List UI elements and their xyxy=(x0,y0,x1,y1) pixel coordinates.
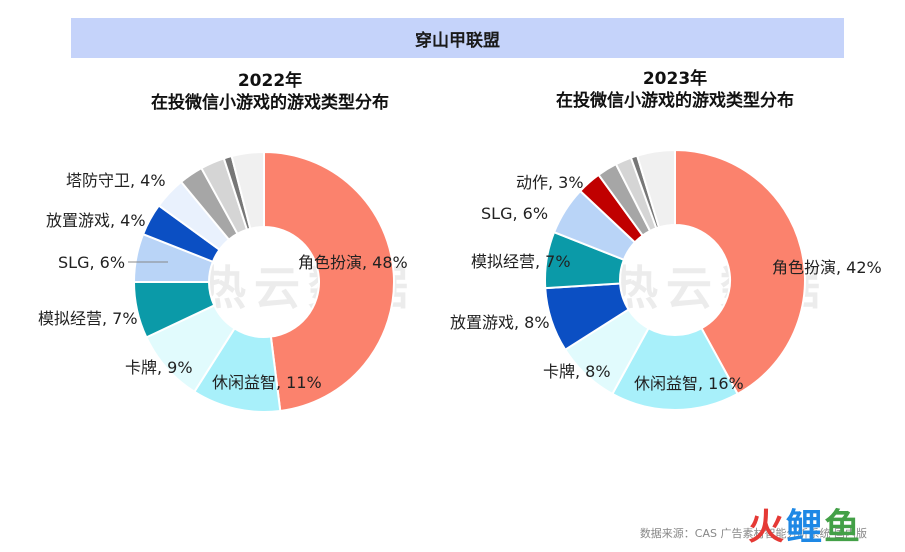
slice-1-0 xyxy=(674,148,806,396)
slice-label-1-2: 卡牌, 8% xyxy=(543,362,611,381)
chart-title-2023: 2023年 在投微信小游戏的游戏类型分布 xyxy=(535,68,815,112)
logo-char-2: 鲤 xyxy=(786,507,825,548)
chart-title-2023-year: 2023年 xyxy=(642,69,708,89)
chart-title-2023-subtitle: 在投微信小游戏的游戏类型分布 xyxy=(556,91,794,111)
chart-banner: 穿山甲联盟 xyxy=(71,18,844,58)
slice-label-0-5: 放置游戏, 4% xyxy=(46,211,146,230)
slice-label-1-3: 放置游戏, 8% xyxy=(450,313,550,332)
banner-title: 穿山甲联盟 xyxy=(415,30,500,51)
slice-label-0-0: 角色扮演, 48% xyxy=(298,253,408,272)
chart-title-2022-year: 2022年 xyxy=(237,71,303,91)
slice-1-10 xyxy=(635,148,676,229)
slice-label-0-4: SLG, 6% xyxy=(58,253,125,272)
brand-logo: 火鲤鱼 xyxy=(748,498,862,550)
logo-char-1: 火 xyxy=(748,507,787,548)
logo-char-3: 鱼 xyxy=(824,507,863,548)
slice-0-0 xyxy=(263,150,395,413)
slice-label-0-1: 休闲益智, 11% xyxy=(212,373,322,392)
source-note: 数据来源：CAS 广告素材智能分析系统 国内版 xyxy=(639,527,867,540)
slice-label-1-5: SLG, 6% xyxy=(481,204,548,223)
slice-label-1-4: 模拟经营, 7% xyxy=(471,252,571,271)
chart-title-2022-subtitle: 在投微信小游戏的游戏类型分布 xyxy=(151,93,389,113)
chart-title-2022: 2022年 在投微信小游戏的游戏类型分布 xyxy=(130,70,410,114)
slice-1-1 xyxy=(611,326,739,411)
slice-label-0-3: 模拟经营, 7% xyxy=(38,309,138,328)
slice-label-0-2: 卡牌, 9% xyxy=(125,358,193,377)
slice-label-1-6: 动作, 3% xyxy=(516,173,584,192)
slice-0-10 xyxy=(230,150,265,230)
slice-label-1-1: 休闲益智, 16% xyxy=(634,374,744,393)
slice-label-1-0: 角色扮演, 42% xyxy=(772,258,882,277)
slice-label-0-6: 塔防守卫, 4% xyxy=(66,171,166,190)
